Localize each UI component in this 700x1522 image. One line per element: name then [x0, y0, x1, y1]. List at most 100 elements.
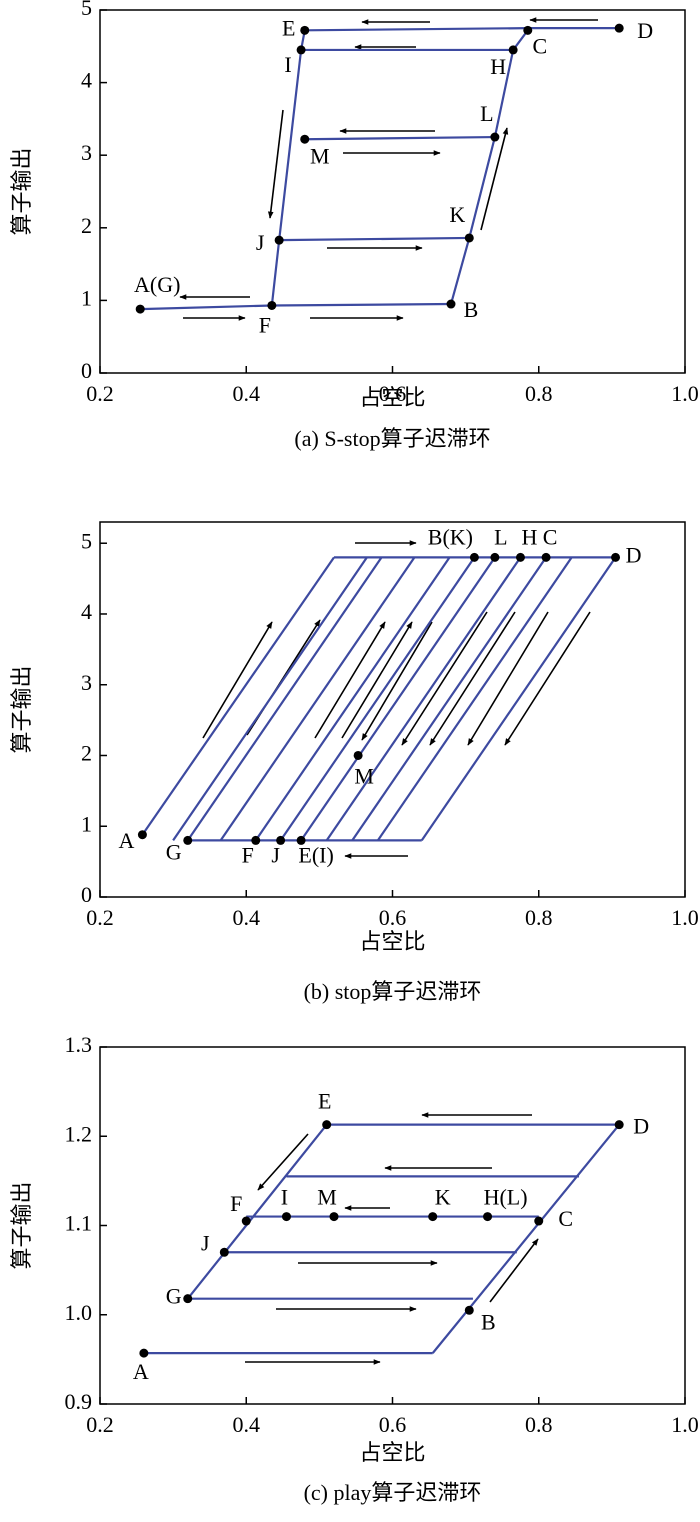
- line: [300, 556, 496, 842]
- point: [534, 1216, 544, 1226]
- point: [300, 25, 310, 35]
- point-label: A: [118, 828, 134, 853]
- x-tick-label: 0.2: [86, 905, 114, 930]
- line: [219, 556, 416, 842]
- point: [508, 45, 518, 55]
- y-tick-label: 0.9: [65, 1389, 93, 1414]
- point-label: F: [242, 842, 254, 867]
- point: [137, 830, 147, 840]
- point-label: D: [626, 542, 642, 567]
- point-label: E(I): [298, 842, 333, 867]
- point-label: A(G): [134, 272, 180, 297]
- point-label: J: [256, 230, 265, 255]
- point-label: M: [354, 764, 374, 789]
- arrow: [429, 611, 516, 746]
- point: [296, 45, 306, 55]
- y-tick-label: 5: [81, 528, 92, 553]
- point: [464, 1305, 474, 1315]
- x-tick-label: 0.6: [379, 381, 407, 406]
- point-label: K: [435, 1185, 451, 1210]
- y-tick-label: 2: [81, 213, 92, 238]
- point-label: J: [271, 842, 280, 867]
- y-tick-label: 0: [81, 882, 92, 907]
- arrow: [361, 621, 433, 741]
- line: [304, 27, 620, 32]
- point: [353, 750, 363, 760]
- arrow: [341, 621, 413, 739]
- arrows-c: [245, 1112, 539, 1365]
- point-label: A: [133, 1359, 149, 1384]
- point: [490, 552, 500, 562]
- point: [251, 835, 261, 845]
- line: [431, 1123, 621, 1354]
- line: [141, 556, 335, 836]
- x-tick-label: 1.0: [671, 905, 699, 930]
- point: [135, 304, 145, 314]
- arrow: [314, 621, 386, 739]
- line: [279, 236, 470, 242]
- arrow: [467, 611, 549, 746]
- x-tick-label: 0.8: [525, 1412, 553, 1437]
- point: [241, 1216, 251, 1226]
- point-label: M: [310, 143, 330, 168]
- x-tick-label: 0.6: [379, 905, 407, 930]
- y-tick-label: 1.3: [65, 1032, 93, 1057]
- point-label: F: [259, 313, 271, 338]
- point: [541, 552, 551, 562]
- caption: (c) play算子迟滞环: [304, 1480, 482, 1505]
- y-tick-label: 3: [81, 670, 92, 695]
- plot-frame: [99, 1046, 686, 1405]
- line: [140, 302, 452, 311]
- y-tick-label: 4: [81, 599, 92, 624]
- arrow: [489, 1238, 539, 1303]
- point: [183, 1294, 193, 1304]
- point-label: H: [490, 54, 506, 79]
- point-label: L: [494, 524, 507, 549]
- x-axis-label: 占空比: [359, 385, 425, 410]
- point: [183, 835, 193, 845]
- x-tick-label: 0.4: [233, 381, 261, 406]
- point: [614, 1120, 624, 1130]
- point-label: E: [318, 1089, 331, 1114]
- point-label: C: [558, 1206, 573, 1231]
- point-label: G: [166, 839, 182, 864]
- point: [611, 552, 621, 562]
- line: [351, 556, 547, 842]
- arrow: [401, 611, 488, 746]
- point-label: H: [522, 524, 538, 549]
- line: [420, 556, 617, 842]
- y-tick-label: 5: [81, 0, 92, 20]
- point: [464, 233, 474, 243]
- point: [428, 1212, 438, 1222]
- point: [515, 552, 525, 562]
- x-tick-label: 0.6: [379, 1412, 407, 1437]
- line: [279, 556, 476, 842]
- y-tick-label: 1.2: [65, 1121, 93, 1146]
- line: [254, 556, 451, 842]
- point: [322, 1120, 332, 1130]
- line: [270, 30, 306, 306]
- point-label: J: [201, 1230, 210, 1255]
- y-axis-label: 算子输出: [9, 1181, 34, 1269]
- line: [325, 556, 522, 842]
- point-label: H(L): [484, 1185, 528, 1210]
- line: [304, 135, 495, 141]
- point-label: C: [532, 33, 547, 58]
- point: [483, 1212, 493, 1222]
- point-label: L: [480, 101, 493, 126]
- x-axis-label: 占空比: [359, 929, 425, 954]
- point-label: D: [633, 1114, 649, 1139]
- point-label: K: [449, 202, 465, 227]
- caption: (a) S-stop算子迟滞环: [294, 426, 490, 451]
- point: [274, 235, 284, 245]
- y-tick-label: 1.0: [65, 1300, 93, 1325]
- y-tick-label: 2: [81, 741, 92, 766]
- point: [296, 835, 306, 845]
- point: [281, 1212, 291, 1222]
- point-label: D: [637, 18, 653, 43]
- y-tick-label: 4: [81, 68, 92, 93]
- y-axis-label: 算子输出: [9, 665, 34, 753]
- point: [300, 134, 310, 144]
- x-tick-label: 1.0: [671, 381, 699, 406]
